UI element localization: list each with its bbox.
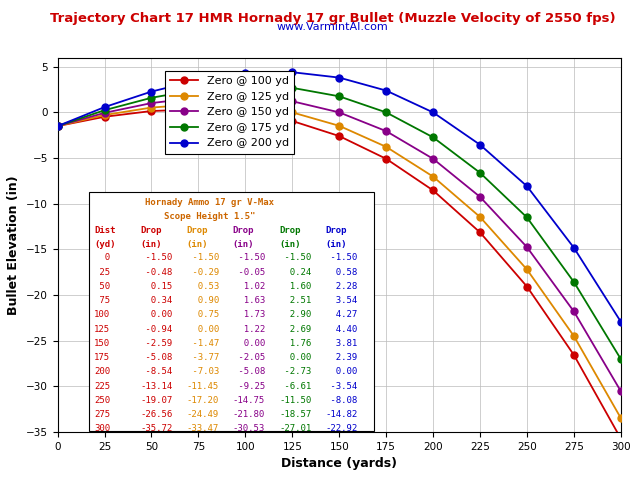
Text: 2.28: 2.28 xyxy=(325,282,357,291)
Text: -1.50: -1.50 xyxy=(279,253,311,263)
Text: 0.58: 0.58 xyxy=(325,268,357,276)
Text: 0.00: 0.00 xyxy=(279,353,311,362)
Text: 25: 25 xyxy=(94,268,110,276)
Text: -8.08: -8.08 xyxy=(325,396,357,405)
Text: -22.92: -22.92 xyxy=(325,424,357,433)
Text: 0.90: 0.90 xyxy=(187,296,219,305)
Text: 2.51: 2.51 xyxy=(279,296,311,305)
Text: Scope Height 1.5": Scope Height 1.5" xyxy=(164,212,255,220)
Text: -14.75: -14.75 xyxy=(233,396,265,405)
Text: Drop: Drop xyxy=(140,227,162,236)
Text: -3.77: -3.77 xyxy=(187,353,219,362)
Text: -5.08: -5.08 xyxy=(140,353,173,362)
Text: 3.54: 3.54 xyxy=(325,296,357,305)
Text: 1.02: 1.02 xyxy=(233,282,265,291)
Text: 150: 150 xyxy=(94,339,110,348)
Text: www.VarmintAI.com: www.VarmintAI.com xyxy=(277,22,388,32)
Text: -7.03: -7.03 xyxy=(187,367,219,376)
Text: 0: 0 xyxy=(94,253,110,263)
Text: 2.39: 2.39 xyxy=(325,353,357,362)
Text: Drop: Drop xyxy=(233,227,254,236)
Text: -0.29: -0.29 xyxy=(187,268,219,276)
Text: -13.14: -13.14 xyxy=(140,382,173,391)
Text: -1.50: -1.50 xyxy=(325,253,357,263)
Text: 300: 300 xyxy=(94,424,110,433)
Text: -2.73: -2.73 xyxy=(279,367,311,376)
Text: -3.54: -3.54 xyxy=(325,382,357,391)
Text: 50: 50 xyxy=(94,282,110,291)
Text: 2.90: 2.90 xyxy=(279,311,311,319)
Text: 2.69: 2.69 xyxy=(279,324,311,334)
Text: 4.27: 4.27 xyxy=(325,311,357,319)
Text: (in): (in) xyxy=(140,240,162,249)
Text: -21.80: -21.80 xyxy=(233,410,265,419)
Text: (yd): (yd) xyxy=(94,240,116,249)
Text: 225: 225 xyxy=(94,382,110,391)
Text: 250: 250 xyxy=(94,396,110,405)
Text: -1.50: -1.50 xyxy=(140,253,173,263)
Text: -26.56: -26.56 xyxy=(140,410,173,419)
Text: (in): (in) xyxy=(279,240,300,249)
Text: -14.82: -14.82 xyxy=(325,410,357,419)
Text: 0.00: 0.00 xyxy=(140,311,173,319)
Text: -2.05: -2.05 xyxy=(233,353,265,362)
Text: 1.22: 1.22 xyxy=(233,324,265,334)
Text: -1.50: -1.50 xyxy=(233,253,265,263)
Text: -5.08: -5.08 xyxy=(233,367,265,376)
Text: (in): (in) xyxy=(187,240,208,249)
Text: -17.20: -17.20 xyxy=(187,396,219,405)
Text: -11.50: -11.50 xyxy=(279,396,311,405)
Text: -1.50: -1.50 xyxy=(187,253,219,263)
Text: 0.34: 0.34 xyxy=(140,296,173,305)
Text: 1.60: 1.60 xyxy=(279,282,311,291)
Text: -11.45: -11.45 xyxy=(187,382,219,391)
Text: 0.75: 0.75 xyxy=(187,311,219,319)
Text: -30.53: -30.53 xyxy=(233,424,265,433)
Legend: Zero @ 100 yd, Zero @ 125 yd, Zero @ 150 yd, Zero @ 175 yd, Zero @ 200 yd: Zero @ 100 yd, Zero @ 125 yd, Zero @ 150… xyxy=(164,71,294,154)
Text: Drop: Drop xyxy=(187,227,208,236)
Text: 0.24: 0.24 xyxy=(279,268,311,276)
Text: Drop: Drop xyxy=(325,227,347,236)
Text: Dist: Dist xyxy=(94,227,116,236)
Text: 0.00: 0.00 xyxy=(325,367,357,376)
Text: -1.47: -1.47 xyxy=(187,339,219,348)
Text: (in): (in) xyxy=(325,240,347,249)
Text: -0.05: -0.05 xyxy=(233,268,265,276)
Text: 100: 100 xyxy=(94,311,110,319)
Text: 1.63: 1.63 xyxy=(233,296,265,305)
Text: -35.72: -35.72 xyxy=(140,424,173,433)
Text: 0.00: 0.00 xyxy=(187,324,219,334)
Text: 3.81: 3.81 xyxy=(325,339,357,348)
Text: 275: 275 xyxy=(94,410,110,419)
Text: 0.00: 0.00 xyxy=(233,339,265,348)
Text: Trajectory Chart 17 HMR Hornady 17 gr Bullet (Muzzle Velocity of 2550 fps): Trajectory Chart 17 HMR Hornady 17 gr Bu… xyxy=(50,12,616,25)
FancyBboxPatch shape xyxy=(88,192,374,432)
Text: 175: 175 xyxy=(94,353,110,362)
Text: -8.54: -8.54 xyxy=(140,367,173,376)
Text: 0.53: 0.53 xyxy=(187,282,219,291)
Text: -2.59: -2.59 xyxy=(140,339,173,348)
Text: Drop: Drop xyxy=(279,227,300,236)
Text: 200: 200 xyxy=(94,367,110,376)
Text: (in): (in) xyxy=(233,240,254,249)
Text: 75: 75 xyxy=(94,296,110,305)
Text: -19.07: -19.07 xyxy=(140,396,173,405)
Text: -33.47: -33.47 xyxy=(187,424,219,433)
Text: 1.73: 1.73 xyxy=(233,311,265,319)
Text: -18.57: -18.57 xyxy=(279,410,311,419)
Text: 4.40: 4.40 xyxy=(325,324,357,334)
Text: -0.94: -0.94 xyxy=(140,324,173,334)
X-axis label: Distance (yards): Distance (yards) xyxy=(281,457,397,470)
Text: -24.49: -24.49 xyxy=(187,410,219,419)
Text: 0.15: 0.15 xyxy=(140,282,173,291)
Text: 125: 125 xyxy=(94,324,110,334)
Text: -27.01: -27.01 xyxy=(279,424,311,433)
Text: -0.48: -0.48 xyxy=(140,268,173,276)
Text: -9.25: -9.25 xyxy=(233,382,265,391)
Text: Hornady Ammo 17 gr V-Max: Hornady Ammo 17 gr V-Max xyxy=(145,198,274,207)
Text: -6.61: -6.61 xyxy=(279,382,311,391)
Text: 1.76: 1.76 xyxy=(279,339,311,348)
Y-axis label: Bullet Elevation (in): Bullet Elevation (in) xyxy=(7,175,20,314)
